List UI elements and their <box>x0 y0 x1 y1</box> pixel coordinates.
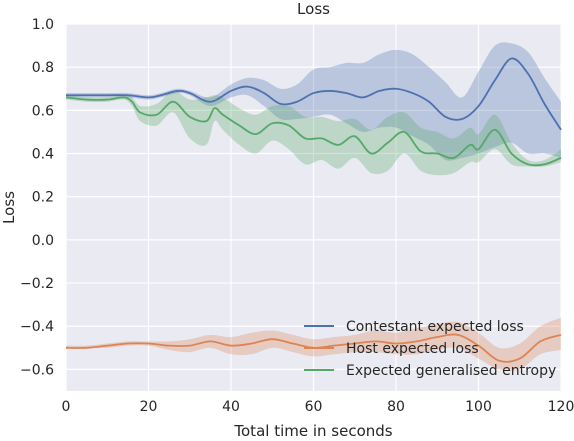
y-tick-label: 0.0 <box>32 233 54 249</box>
line-entropy <box>65 96 562 167</box>
x-tick-label: 0 <box>62 399 71 415</box>
x-tick-label: 100 <box>465 399 492 415</box>
y-tick-label: −0.4 <box>20 319 54 335</box>
line-contestant <box>66 57 562 131</box>
band-host <box>66 317 561 372</box>
x-tick-label: 120 <box>548 399 574 415</box>
legend-label-entropy: Expected generalised entropy <box>346 363 556 379</box>
legend: Contestant expected loss Host expected l… <box>304 319 556 379</box>
y-tick-label: 0.2 <box>32 190 54 206</box>
x-tick-labels: 0 20 40 60 80 100 120 <box>62 399 574 415</box>
y-tick-label: 1.0 <box>32 17 54 33</box>
y-tick-label: 0.4 <box>32 147 54 163</box>
y-tick-label: 0.8 <box>32 60 54 76</box>
chart-title: Loss <box>297 0 330 18</box>
x-tick-label: 20 <box>140 399 158 415</box>
x-tick-label: 40 <box>222 399 240 415</box>
y-axis-label: Loss <box>0 191 18 224</box>
y-tick-label: −0.2 <box>20 276 54 292</box>
y-tick-labels: −0.6 −0.4 −0.2 0.0 0.2 0.4 0.6 0.8 1.0 <box>20 17 54 378</box>
y-tick-label: −0.6 <box>20 362 54 378</box>
x-axis-label: Total time in seconds <box>233 422 392 440</box>
x-tick-label: 80 <box>387 399 405 415</box>
y-tick-label: 0.6 <box>32 103 54 119</box>
band-contestant <box>66 42 561 161</box>
legend-label-contestant: Contestant expected loss <box>346 319 524 335</box>
grid-lines <box>65 23 562 391</box>
x-tick-label: 60 <box>305 399 323 415</box>
legend-label-host: Host expected loss <box>346 341 479 357</box>
